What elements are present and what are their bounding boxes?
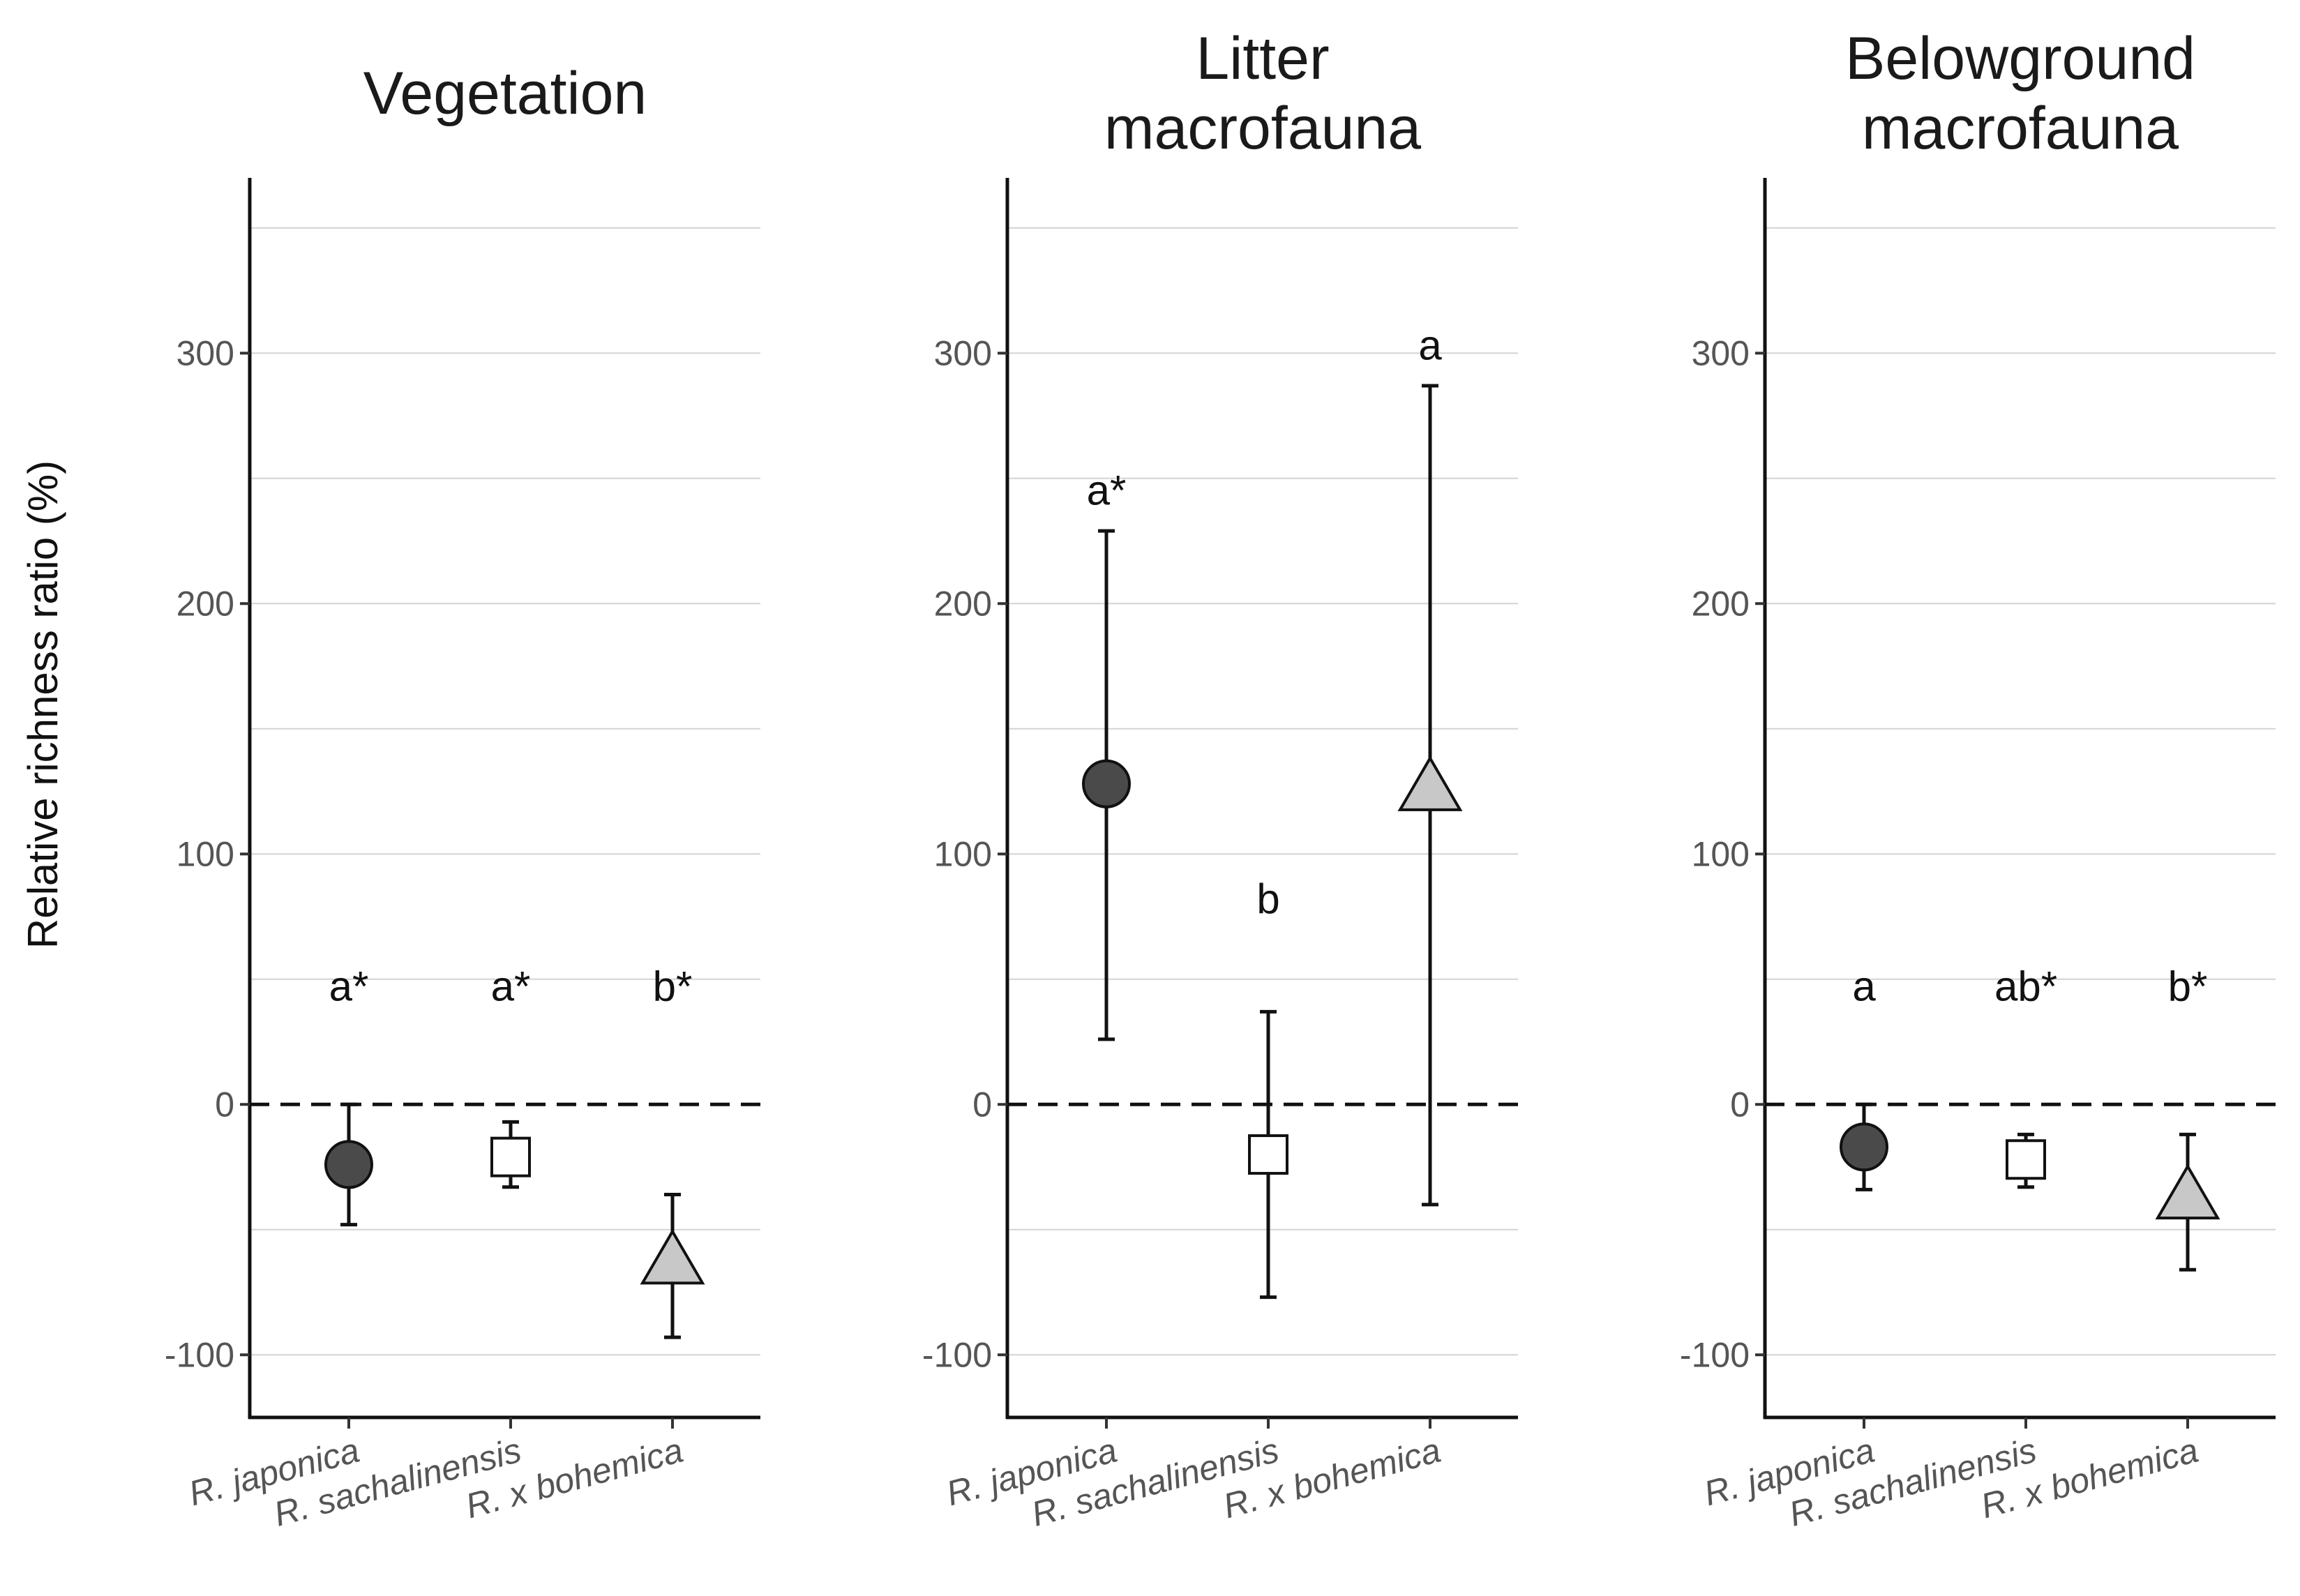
data-point-square <box>2006 1139 2046 1180</box>
y-tick-label: -100 <box>165 1335 234 1374</box>
significance-label: a <box>1418 322 1442 369</box>
panel-title: Vegetation <box>363 60 647 127</box>
y-tick-label: -100 <box>922 1335 992 1374</box>
y-tick-label: 200 <box>1692 584 1750 623</box>
significance-label: b* <box>653 963 693 1010</box>
significance-label: b <box>1256 875 1279 922</box>
data-point-triangle <box>640 1228 705 1285</box>
data-point-square <box>1248 1134 1288 1175</box>
significance-label: a* <box>329 963 369 1010</box>
y-tick-label: 0 <box>1730 1085 1750 1124</box>
data-point-circle <box>1840 1122 1888 1172</box>
y-tick-label: 300 <box>1692 333 1750 372</box>
y-tick-label: 100 <box>176 834 234 873</box>
data-point-triangle <box>2155 1164 2220 1220</box>
significance-label: ab* <box>1994 963 2057 1010</box>
y-tick-label: 200 <box>934 584 992 623</box>
y-tick-label: 0 <box>215 1085 234 1124</box>
significance-label: a* <box>1087 467 1127 514</box>
y-axis-label: Relative richness ratio (%) <box>20 460 66 949</box>
significance-label: a* <box>491 963 531 1010</box>
y-tick-label: 300 <box>176 333 234 372</box>
y-tick-label: -100 <box>1680 1335 1750 1374</box>
panel-title: Belowground <box>1845 25 2195 92</box>
significance-label: a <box>1852 963 1876 1010</box>
data-point-circle <box>1082 759 1131 808</box>
panel-title: macrofauna <box>1104 95 1421 162</box>
data-point-square <box>490 1136 531 1177</box>
y-tick-label: 100 <box>1692 834 1750 873</box>
data-point-circle <box>324 1140 373 1189</box>
y-tick-label: 100 <box>934 834 992 873</box>
y-tick-label: 0 <box>972 1085 992 1124</box>
panel-title: macrofauna <box>1862 95 2179 162</box>
significance-label: b* <box>2168 963 2208 1010</box>
y-axis-label-group: Relative richness ratio (%) <box>20 460 66 949</box>
panel-title: Litter <box>1196 25 1329 92</box>
data-point-triangle <box>1397 755 1463 811</box>
y-tick-label: 300 <box>934 333 992 372</box>
y-tick-label: 200 <box>176 584 234 623</box>
